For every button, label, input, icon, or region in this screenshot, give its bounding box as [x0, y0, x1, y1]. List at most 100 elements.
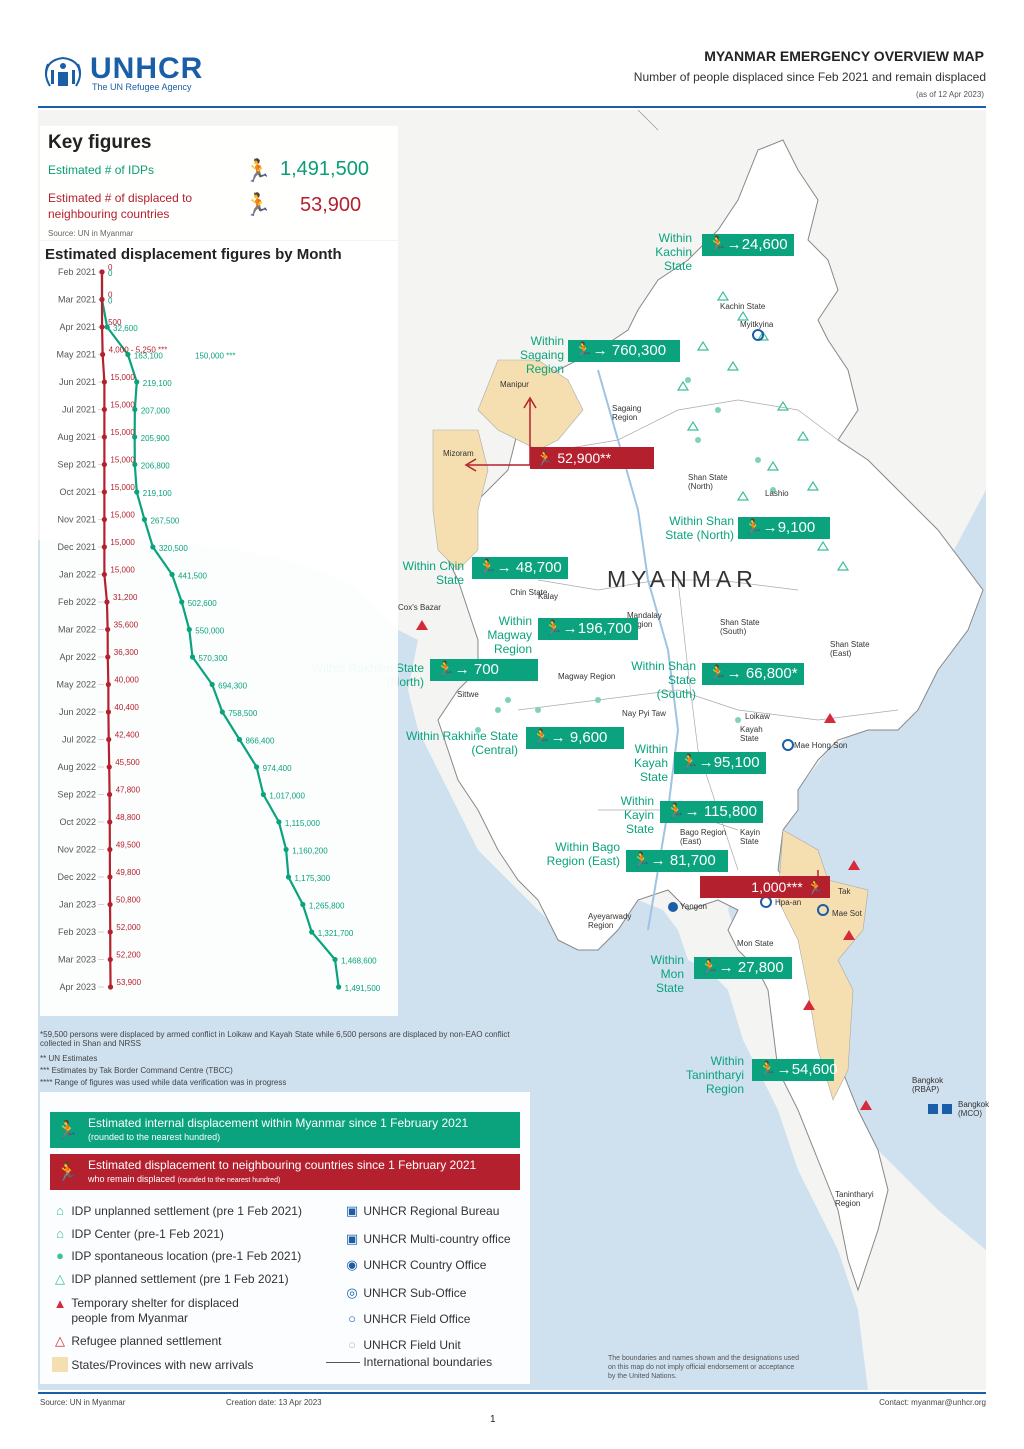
place-hakha: Chin State	[510, 588, 548, 597]
key-figures-source: Source: UN in Myanmar	[48, 229, 134, 238]
idp-point	[254, 764, 260, 770]
callout-label-sagaing: Within Sagaing Region	[519, 334, 564, 376]
displacement-chart: Feb 2021 Mar 2021 Apr 2021 May 2021 Jun 2021…	[56, 263, 380, 993]
planned-settlement-icon: △	[55, 1271, 65, 1286]
idp-center-icon: ⌂	[56, 1226, 64, 1241]
neighbour-point	[99, 269, 105, 275]
neighbour-runner-icon: 🏃	[244, 192, 272, 217]
idp-point	[300, 901, 306, 908]
neighbour-data-label: 48,800	[116, 813, 141, 822]
idp-data-label: 570,300	[198, 654, 227, 663]
neighbour-point	[106, 764, 112, 770]
idp-data-label: 205,900	[141, 434, 170, 443]
neighbour-point	[107, 901, 113, 908]
callout-mon: 🏃→ 27,800	[694, 957, 792, 979]
callout-label-bago: Within Bago Region (East)	[546, 840, 620, 868]
idp-data-label: 207,000	[141, 407, 170, 416]
idp-data-label: 1,175,300	[294, 874, 330, 883]
idp-data-label: 219,100	[143, 379, 172, 388]
callout-label-kachin: Within Kachin State	[655, 231, 692, 273]
tick-label: Dec 2022	[57, 872, 96, 882]
neighbour-point	[101, 571, 107, 578]
neighbour-point	[101, 434, 107, 440]
tick-label: Jun 2022	[59, 707, 96, 717]
callout-shan-north: 🏃→9,100	[738, 517, 830, 539]
neighbour-data-label: 36,300	[114, 648, 139, 657]
place-tanintharyi: Tanintharyi Region	[835, 1190, 874, 1208]
callout-label-magway: Within Magway Region	[487, 614, 532, 656]
tick-label: Feb 2023	[58, 927, 96, 937]
tick-label: Jul 2021	[62, 405, 96, 415]
tick-label: Apr 2023	[59, 982, 96, 992]
legend-item-sub-office: ◎ UNHCR Sub-Office	[344, 1285, 466, 1301]
key-figures-title: Key figures	[48, 132, 152, 153]
tick-label: Oct 2022	[59, 817, 96, 827]
place-mizoram: Mizoram	[443, 449, 474, 458]
neighbour-data-label: 40,000	[114, 676, 139, 685]
neighbour-runner-icon: 🏃	[56, 1162, 79, 1182]
unplanned-settlement-icon: ⌂	[56, 1203, 64, 1218]
legend-banner-idp-sub: (rounded to the nearest hundred)	[88, 1132, 221, 1142]
idp-data-label: 694,300	[218, 682, 247, 691]
legend-item-spontaneous: ● IDP spontaneous location (pre-1 Feb 20…	[52, 1248, 301, 1263]
idp-data-label: 267,500	[150, 517, 179, 526]
legend-item-center: ⌂ IDP Center (pre-1 Feb 2021)	[52, 1226, 224, 1241]
legend-banner-nb-sub-a: who remain displaced	[88, 1174, 176, 1184]
chart-panel	[40, 241, 398, 1016]
neighbour-point	[104, 599, 110, 605]
place-magway: Magway Region	[558, 672, 616, 681]
legend-label: UNHCR Regional Bureau	[363, 1204, 500, 1218]
callout-value-bago: 81,700	[669, 852, 716, 869]
idp-data-label: 219,100	[143, 489, 172, 498]
legend-item-states: ■ States/Provinces with new arrivals	[52, 1357, 253, 1372]
callout-rakhine-north: 🏃→ 700	[430, 659, 538, 681]
tick-label: Aug 2021	[57, 432, 96, 442]
place-naypyitaw: Nay Pyi Taw	[622, 709, 666, 718]
neighbour-data-label: 4,000 - 5,250 ***	[109, 346, 168, 355]
idp-point	[332, 956, 338, 963]
neighbour-point	[99, 296, 105, 303]
idp-data-label: 550,000	[195, 627, 224, 636]
field-office-icon: ○	[348, 1311, 356, 1326]
idp-runner-icon: 🏃	[244, 158, 272, 183]
callout-neighbour-thailand: 1,000*** 🏃	[700, 876, 830, 898]
idp-data-label: 1,115,000	[285, 819, 321, 828]
tick-label: Nov 2021	[57, 515, 96, 525]
idp-point	[125, 351, 131, 358]
legend-item-unplanned: ⌂ IDP unplanned settlement (pre 1 Feb 20…	[52, 1203, 302, 1218]
header-rule	[38, 106, 986, 108]
legend-item-shelter: ▲ Temporary shelter for displaced people…	[52, 1296, 292, 1326]
neighbour-data-label: 0	[108, 263, 113, 272]
callout-kachin: 🏃→24,600	[702, 234, 794, 256]
callout-label-shan-north: Within Shan State (North)	[665, 514, 734, 542]
place-bangkok-office: Bangkok (MCO)	[958, 1100, 990, 1118]
tick-label: Mar 2021	[58, 295, 96, 305]
neighbour-data-label: 49,800	[116, 868, 141, 877]
place-kachin: Kachin State	[720, 302, 766, 311]
tick-label: Mar 2022	[58, 625, 96, 635]
place-lashio: Lashio	[765, 489, 789, 498]
idp-point	[236, 736, 243, 743]
place-shan-south: Shan State (South)	[720, 618, 760, 636]
callout-value-rakhine-north: 700	[473, 661, 499, 678]
neighbour-point	[105, 626, 111, 633]
place-ayeyarwady: Ayeyarwady Region	[588, 912, 632, 930]
page-number: 1	[490, 1414, 496, 1425]
neighbour-data-label: 15,000	[110, 428, 135, 437]
idp-value: 1,491,500	[280, 158, 369, 180]
callout-value-chin: 48,700	[515, 559, 562, 576]
legend-item-regional-bureau: ▣ UNHCR Regional Bureau	[344, 1203, 500, 1219]
callout-value-sagaing: 760,300	[611, 342, 667, 359]
neighbour-data-label: 15,000	[110, 566, 135, 575]
map-subtitle: Number of people displaced since Feb 202…	[633, 70, 986, 84]
neighbour-point	[106, 791, 113, 798]
tick-label: Oct 2021	[59, 487, 96, 497]
neighbour-data-label: 15,000	[110, 456, 135, 465]
callout-label-kayah: Within Kayah State	[633, 742, 668, 784]
neighbour-data-label: 49,500	[116, 841, 141, 850]
idp-point	[189, 654, 196, 660]
idp-point	[276, 819, 282, 825]
legend-banner-idp: 🏃 Estimated internal displacement within…	[50, 1112, 520, 1148]
map-title: MYANMAR EMERGENCY OVERVIEW MAP	[704, 48, 984, 64]
legend-item-planned: △ IDP planned settlement (pre 1 Feb 2021…	[52, 1271, 289, 1287]
